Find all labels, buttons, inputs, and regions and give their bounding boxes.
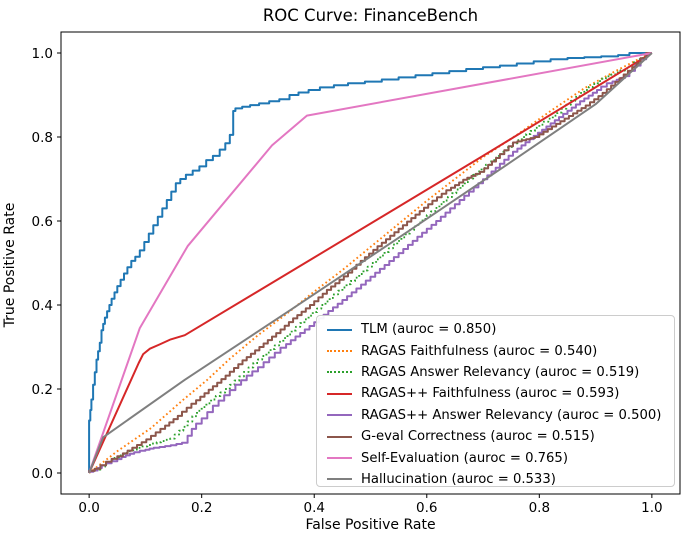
- legend-line-sample: [327, 457, 352, 460]
- y-axis-label: True Positive Rate: [2, 202, 18, 328]
- legend-item: RAGAS Faithfulness (auroc = 0.540): [327, 340, 674, 361]
- legend-label: Hallucination (auroc = 0.533): [361, 471, 556, 487]
- y-tick-label: 0.0: [32, 466, 53, 482]
- roc-curve: [88, 52, 652, 473]
- x-tick-label: 0.2: [191, 500, 212, 516]
- roc-curve: [88, 52, 653, 474]
- roc-curve: [88, 52, 652, 473]
- legend-item: RAGAS++ Answer Relevancy (auroc = 0.500): [327, 405, 674, 426]
- roc-curve: [88, 52, 652, 473]
- legend-item: Hallucination (auroc = 0.533): [327, 469, 674, 490]
- roc-curve: [88, 52, 652, 473]
- legend: TLM (auroc = 0.850) RAGAS Faithfulness (a…: [316, 315, 675, 487]
- legend-line-sample: [327, 392, 352, 395]
- y-tick-label: 0.4: [32, 298, 53, 314]
- legend-label: RAGAS Answer Relevancy (auroc = 0.519): [361, 364, 640, 380]
- x-tick-label: 0.0: [78, 500, 99, 516]
- roc-curve: [88, 52, 653, 474]
- legend-label: TLM (auroc = 0.850): [361, 322, 497, 338]
- legend-line-sample: [327, 414, 352, 417]
- legend-label: Self-Evaluation (auroc = 0.765): [361, 450, 568, 466]
- legend-label: RAGAS Faithfulness (auroc = 0.540): [361, 343, 598, 359]
- roc-curve: [88, 52, 653, 474]
- legend-item: Self-Evaluation (auroc = 0.765): [327, 447, 674, 468]
- legend-line-sample: [327, 328, 352, 331]
- x-tick-label: 1.0: [641, 500, 662, 516]
- x-tick-label: 0.6: [416, 500, 437, 516]
- legend-label: G-eval Correctness (auroc = 0.515): [361, 429, 595, 445]
- legend-line-sample: [327, 435, 352, 438]
- y-tick-label: 0.8: [32, 130, 53, 146]
- legend-line-sample: [327, 478, 352, 481]
- legend-line-sample: [327, 350, 352, 353]
- chart-title: ROC Curve: FinanceBench: [262, 6, 479, 25]
- x-tick-label: 0.8: [529, 500, 550, 516]
- roc-curve: [88, 52, 653, 474]
- legend-label: RAGAS++ Answer Relevancy (auroc = 0.500): [361, 407, 662, 423]
- x-tick-label: 0.4: [303, 500, 324, 516]
- legend-item: RAGAS++ Faithfulness (auroc = 0.593): [327, 383, 674, 404]
- legend-item: RAGAS Answer Relevancy (auroc = 0.519): [327, 362, 674, 383]
- legend-item: G-eval Correctness (auroc = 0.515): [327, 426, 674, 447]
- y-tick-label: 1.0: [32, 46, 53, 62]
- y-tick-label: 0.6: [32, 214, 53, 230]
- legend-label: RAGAS++ Faithfulness (auroc = 0.593): [361, 386, 620, 402]
- legend-line-sample: [327, 371, 352, 374]
- legend-item: TLM (auroc = 0.850): [327, 319, 674, 340]
- x-axis-label: False Positive Rate: [305, 517, 436, 533]
- axes-frame: [60, 31, 681, 495]
- y-tick-label: 0.2: [32, 382, 53, 398]
